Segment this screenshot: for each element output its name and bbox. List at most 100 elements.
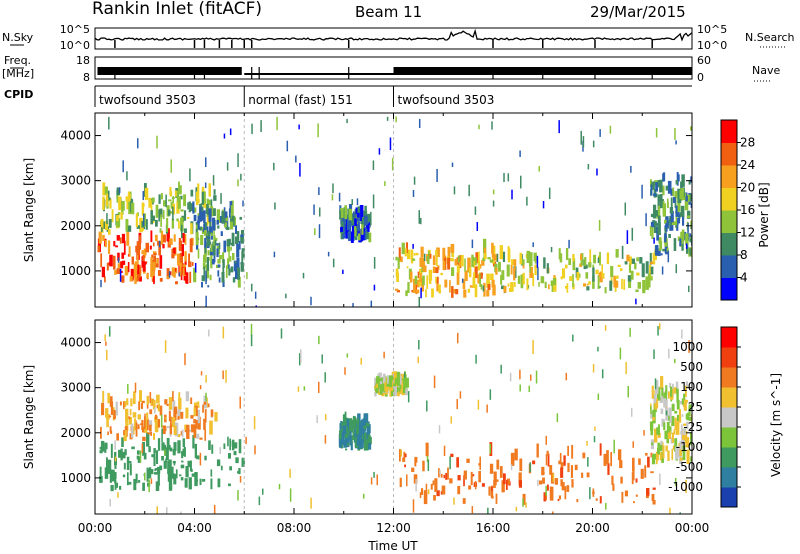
scatter-cell (208, 329, 210, 337)
scatter-cell (658, 248, 662, 251)
scatter-cell (601, 369, 604, 379)
scatter-cell (310, 497, 312, 509)
scatter-cell (658, 323, 661, 330)
scatter-cell (426, 400, 428, 412)
scatter-cell (210, 469, 213, 477)
scatter-cell (350, 441, 353, 451)
scatter-cell (143, 416, 146, 430)
scatter-cell (529, 262, 531, 273)
scatter-cell (310, 296, 312, 306)
scatter-cell (670, 210, 674, 223)
scatter-cell (665, 216, 669, 227)
scatter-cell (499, 245, 503, 260)
scatter-cell (407, 249, 411, 260)
scatter-cell (222, 267, 225, 274)
scatter-cell (359, 204, 364, 219)
scatter-cell (164, 340, 167, 353)
colorbar-swatch (721, 142, 737, 166)
scatter-cell (689, 193, 692, 202)
scatter-cell (181, 460, 184, 463)
power-ylabel: Slant Range [km] (22, 158, 36, 262)
scatter-cell (139, 217, 143, 233)
scatter-cell (510, 282, 514, 292)
scatter-cell (101, 402, 105, 416)
scatter-cell (366, 442, 369, 451)
scatter-cell (146, 432, 150, 447)
scatter-cell (170, 469, 173, 480)
scatter-cell (443, 260, 446, 270)
scatter-cell (217, 270, 220, 277)
scatter-cell (631, 227, 634, 241)
scatter-cell (205, 233, 208, 240)
scatter-cell (406, 474, 408, 487)
scatter-cell (500, 364, 502, 374)
scatter-cell (537, 267, 539, 281)
scatter-cell (340, 226, 344, 232)
scatter-cell (190, 397, 193, 404)
scatter-cell (472, 474, 475, 477)
scatter-cell (344, 205, 348, 220)
scatter-cell (356, 212, 360, 218)
scatter-cell (370, 300, 373, 307)
scatter-cell (669, 507, 671, 514)
scatter-cell (154, 420, 159, 433)
scatter-cell (503, 285, 507, 293)
scatter-cell (519, 458, 523, 472)
scatter-cell (479, 456, 482, 470)
scatter-cell (686, 215, 691, 218)
scatter-cell (457, 475, 461, 481)
scatter-cell (359, 427, 362, 442)
scatter-cell (542, 472, 545, 475)
scatter-cell (178, 185, 182, 195)
scatter-cell (142, 436, 146, 442)
scatter-cell (177, 196, 181, 209)
scatter-cell (340, 207, 344, 218)
scatter-cell (354, 226, 357, 237)
scatter-cell (205, 270, 207, 285)
scatter-cell (682, 445, 686, 461)
scatter-cell (152, 218, 155, 224)
scatter-cell (143, 213, 146, 227)
scatter-cell (194, 409, 198, 417)
scatter-cell (400, 449, 402, 457)
scatter-cell (228, 268, 231, 276)
scatter-cell (436, 276, 439, 284)
scatter-cell (453, 288, 457, 294)
scatter-cell (150, 431, 152, 436)
y-tick-label: 3000 (60, 381, 91, 395)
scatter-cell (405, 377, 409, 388)
scatter-cell (561, 482, 565, 491)
scatter-cell (147, 432, 151, 435)
scatter-cell (548, 187, 551, 200)
scatter-cell (411, 289, 415, 293)
scatter-cell (212, 208, 216, 217)
scatter-cell (501, 480, 505, 493)
colorbar-swatch (721, 277, 737, 301)
scatter-cell (318, 224, 321, 239)
scatter-cell (114, 482, 119, 488)
scatter-cell (511, 259, 514, 265)
scatter-cell (418, 340, 420, 350)
scatter-cell (645, 276, 649, 290)
scatter-cell (116, 235, 120, 241)
scatter-cell (104, 442, 108, 450)
scatter-cell (140, 402, 144, 409)
scatter-cell (662, 203, 667, 217)
cpid-segment-label: twofsound 3503 (398, 93, 495, 107)
x-tick-label: 00:00 (78, 521, 113, 535)
scatter-cell (428, 269, 433, 281)
scatter-cell (212, 241, 216, 256)
scatter-cell (490, 273, 494, 281)
scatter-cell (496, 253, 499, 262)
scatter-cell (642, 279, 646, 294)
scatter-cell (114, 270, 117, 275)
scatter-cell (321, 354, 323, 364)
scatter-cell (180, 431, 183, 436)
scatter-cell (412, 190, 415, 197)
scatter-cell (110, 484, 114, 492)
scatter-cell (99, 446, 102, 450)
scatter-cell (99, 450, 103, 454)
scatter-cell (286, 140, 289, 152)
scatter-cell (366, 220, 369, 232)
noise-trace (94, 28, 693, 48)
